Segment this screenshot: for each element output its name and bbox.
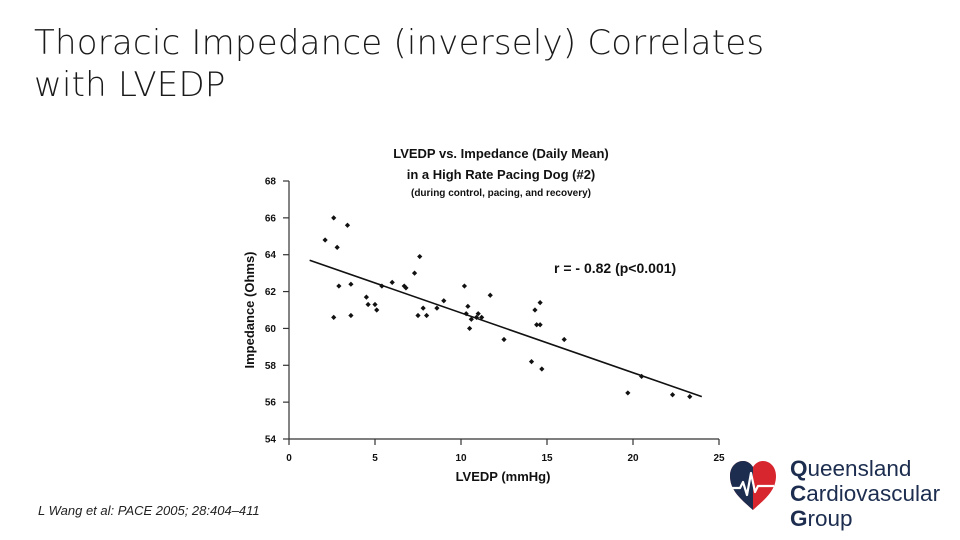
- data-point: [331, 314, 337, 320]
- data-point: [363, 294, 369, 300]
- data-point: [537, 300, 543, 306]
- data-point: [669, 392, 676, 398]
- data-point: [415, 312, 421, 319]
- data-point: [534, 322, 540, 328]
- data-point: [561, 336, 567, 343]
- data-point: [467, 325, 473, 332]
- data-point: [348, 312, 354, 319]
- x-tick-label: 5: [372, 453, 378, 464]
- data-point: [501, 336, 507, 343]
- chart-subtitle: (during control, pacing, and recovery): [411, 188, 591, 199]
- slide-title: Thoracic Impedance (inversely) Correlate…: [34, 22, 834, 106]
- data-point: [528, 359, 535, 365]
- organization-logo: Queensland Cardiovascular Group: [728, 456, 958, 532]
- logo-line-1: Queensland: [790, 456, 912, 481]
- y-tick-label: 54: [265, 435, 277, 446]
- x-tick-label: 20: [627, 453, 639, 464]
- data-point: [365, 301, 371, 308]
- data-point: [639, 373, 645, 379]
- data-point: [420, 305, 426, 311]
- y-tick-label: 64: [265, 250, 277, 261]
- data-point: [331, 215, 337, 221]
- slide-title-line-2: with LVEDP: [34, 65, 226, 105]
- data-point: [461, 283, 468, 289]
- data-point: [348, 281, 354, 287]
- data-point: [411, 270, 418, 276]
- logo-wordmark: Queensland Cardiovascular Group: [790, 456, 940, 531]
- scatter-chart: LVEDP vs. Impedance (Daily Mean) in a Hi…: [242, 146, 725, 484]
- data-point: [417, 253, 423, 260]
- y-tick-label: 68: [265, 177, 277, 188]
- data-point: [465, 303, 471, 309]
- x-tick-label: 10: [455, 453, 467, 464]
- logo-line-3: Group: [790, 506, 853, 531]
- data-point: [625, 390, 631, 396]
- x-tick-label: 25: [713, 453, 725, 464]
- data-point: [539, 366, 545, 372]
- trend-line: [309, 259, 703, 398]
- data-point: [389, 279, 395, 285]
- data-point: [379, 283, 385, 289]
- data-point: [487, 292, 493, 298]
- y-tick-label: 66: [265, 213, 277, 224]
- data-point: [441, 298, 447, 304]
- data-points: [322, 215, 693, 400]
- citation: L Wang et al: PACE 2005; 28:404–411: [38, 503, 260, 518]
- data-point: [532, 307, 538, 313]
- data-point: [434, 305, 440, 311]
- chart-title-line-2: in a High Rate Pacing Dog (#2): [407, 167, 596, 182]
- y-tick-label: 62: [265, 287, 277, 298]
- data-point: [374, 307, 380, 313]
- slide-title-line-1: Thoracic Impedance (inversely) Correlate…: [34, 23, 765, 63]
- data-point: [468, 316, 474, 322]
- x-tick-label: 15: [541, 453, 553, 464]
- data-point: [344, 222, 351, 228]
- y-tick-label: 56: [265, 398, 277, 409]
- heart-pulse-icon: [730, 461, 776, 510]
- logo-line-2: Cardiovascular: [790, 481, 941, 506]
- y-tick-label: 58: [265, 361, 277, 372]
- chart-annotation: r = - 0.82 (p<0.001): [554, 260, 676, 276]
- x-tick-label: 0: [286, 453, 292, 464]
- data-point: [537, 322, 543, 328]
- chart-title-line-1: LVEDP vs. Impedance (Daily Mean): [393, 146, 609, 161]
- data-point: [401, 283, 407, 289]
- data-point: [687, 394, 693, 400]
- data-point: [336, 283, 342, 289]
- x-axis-label: LVEDP (mmHg): [456, 469, 551, 484]
- data-point: [322, 237, 328, 243]
- y-tick-label: 60: [265, 324, 277, 335]
- axis-ticks: 0 5 10 15 20 25 54 56 58 60 62 64 66 68: [265, 177, 725, 465]
- data-point: [372, 301, 378, 308]
- y-axis-label: Impedance (Ohms): [242, 251, 257, 368]
- data-point: [334, 244, 340, 250]
- data-point: [424, 312, 430, 319]
